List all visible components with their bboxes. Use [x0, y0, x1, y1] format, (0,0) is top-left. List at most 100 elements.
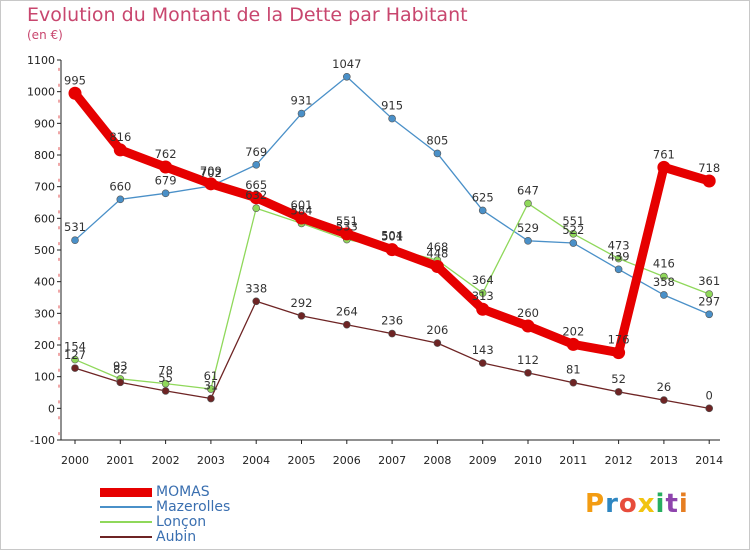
legend-item-momas: MOMAS: [100, 485, 400, 500]
y-tick-label: 800: [34, 149, 55, 162]
data-label-aubin: 31: [204, 379, 219, 393]
data-point-momas: [430, 259, 444, 273]
data-label-mazerolles: 358: [653, 275, 675, 289]
legend: MOMAS Mazerolles Lonçon Aubin: [100, 485, 400, 545]
data-point-momas: [113, 143, 127, 157]
data-label-mazerolles: 531: [64, 220, 86, 234]
logo-letter: x: [637, 489, 656, 519]
data-label-aubin: 82: [113, 362, 128, 376]
y-tick-label: -100: [30, 434, 55, 447]
x-tick-label: 2005: [288, 454, 316, 467]
data-point-mazerolles: [297, 109, 306, 118]
data-point-aubin: [161, 387, 170, 395]
data-point-mazerolles: [71, 236, 79, 244]
y-tick-label: 0: [48, 402, 55, 415]
legend-label-momas: MOMAS: [156, 484, 210, 500]
legend-item-lon-on: Lonçon: [100, 515, 400, 530]
data-point-mazerolles: [705, 310, 714, 319]
data-label-momas: 762: [155, 147, 177, 161]
x-tick-label: 2006: [333, 454, 361, 467]
data-label-mazerolles: 625: [472, 190, 494, 204]
data-label-aubin: 112: [517, 353, 539, 367]
data-label-lon-on: 61: [204, 369, 219, 383]
data-label-aubin: 338: [245, 281, 267, 295]
data-label-mazerolles: 1047: [332, 57, 361, 71]
data-label-momas: 313: [472, 289, 494, 303]
data-point-momas: [295, 211, 308, 225]
data-label-mazerolles: 702: [200, 166, 222, 180]
proxiti-logo: Proxiti: [585, 489, 689, 519]
data-label-lon-on: 468: [426, 240, 448, 254]
data-label-aubin: 143: [472, 343, 494, 357]
x-tick-label: 2001: [106, 454, 134, 467]
data-labels: 531 660 679 702 769 931 1047 915 805 625 529 522 439…: [64, 57, 720, 403]
x-tick-label: 2002: [152, 454, 180, 467]
logo-letter: i: [678, 489, 689, 519]
data-label-momas: 816: [109, 130, 131, 144]
data-label-lon-on: 632: [245, 188, 267, 202]
data-point-aubin: [71, 364, 79, 372]
legend-swatch-momas: [100, 487, 152, 497]
data-point-lon-on: [524, 199, 532, 208]
data-point-momas: [340, 227, 354, 241]
data-point-mazerolles: [116, 195, 125, 204]
data-label-aubin: 127: [64, 348, 86, 362]
x-tick-label: 2003: [197, 454, 225, 467]
data-point-lon-on: [569, 230, 578, 238]
logo-letter: P: [585, 489, 606, 519]
data-label-lon-on: 416: [653, 257, 675, 271]
x-tick-label: 2012: [605, 454, 633, 467]
data-point-mazerolles: [614, 265, 623, 274]
line-chart: -100 0 100 200 300 400 500 600 700 800 900 1000 1100…: [27, 54, 723, 467]
legend-label-lon-on: Lonçon: [156, 514, 207, 530]
y-tick-label: 600: [34, 212, 55, 225]
y-tick-label: 300: [34, 307, 55, 320]
data-label-mazerolles: 931: [291, 94, 313, 108]
data-point-momas: [204, 177, 218, 191]
data-point-mazerolles: [342, 72, 351, 81]
data-point-aubin: [297, 312, 306, 320]
data-label-mazerolles: 439: [608, 249, 630, 263]
data-label-lon-on: 364: [472, 273, 494, 287]
data-point-momas: [566, 337, 580, 351]
data-point-lon-on: [207, 385, 215, 393]
data-point-lon-on: [660, 272, 668, 281]
data-label-lon-on: 533: [336, 220, 358, 234]
legend-item-aubin: Aubin: [100, 530, 400, 545]
data-label-aubin: 26: [657, 380, 672, 394]
data-point-aubin: [524, 369, 532, 377]
legend-swatch-lon-on: [100, 521, 152, 523]
data-label-momas: 995: [64, 73, 86, 87]
data-label-momas: 551: [336, 214, 358, 228]
data-point-lon-on: [614, 254, 623, 263]
data-point-aubin: [705, 404, 714, 413]
data-label-mazerolles: 805: [426, 133, 448, 147]
data-label-momas: 202: [562, 324, 584, 338]
data-point-lon-on: [71, 355, 79, 364]
data-label-aubin: 206: [426, 323, 448, 337]
data-label-mazerolles: 297: [698, 294, 720, 308]
series-markers: [68, 72, 716, 413]
data-label-lon-on: 78: [158, 364, 173, 378]
data-point-aubin: [342, 320, 351, 329]
data-point-mazerolles: [569, 239, 578, 247]
data-label-momas: 718: [698, 161, 720, 175]
data-label-aubin: 55: [158, 371, 173, 385]
y-tick-label: 700: [34, 181, 55, 194]
y-tick-label: 100: [34, 371, 55, 384]
data-point-momas: [612, 346, 626, 360]
x-tick-label: 2008: [423, 454, 451, 467]
x-tick-label: 2004: [242, 454, 270, 467]
y-tick-label: 1000: [27, 86, 55, 99]
data-point-aubin: [388, 329, 396, 338]
data-point-aubin: [660, 396, 668, 404]
data-label-momas: 448: [426, 246, 448, 260]
x-tick-label: 2014: [695, 454, 723, 467]
data-point-mazerolles: [660, 291, 668, 299]
data-label-aubin: 52: [611, 372, 626, 386]
data-label-mazerolles: 660: [109, 179, 131, 193]
data-point-aubin: [478, 359, 487, 367]
x-tick-label: 2000: [61, 454, 89, 467]
data-point-aubin: [614, 388, 623, 396]
data-label-momas: 176: [608, 333, 630, 347]
